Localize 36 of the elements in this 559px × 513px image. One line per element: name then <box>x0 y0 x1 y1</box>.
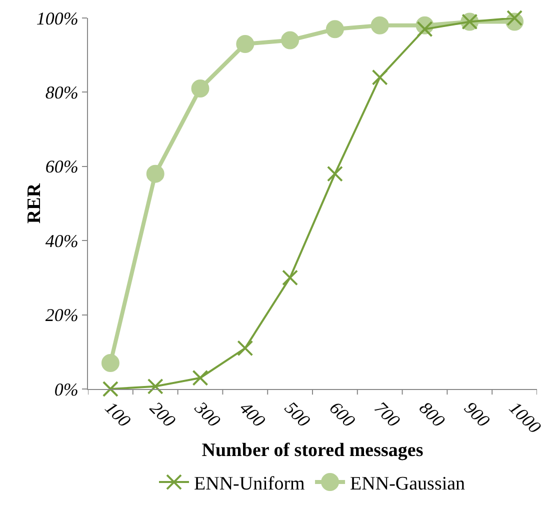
point <box>101 354 120 372</box>
y-tick-label: 40% <box>45 230 78 251</box>
y-tick-label: 60% <box>45 156 78 177</box>
point <box>102 381 118 397</box>
x-tick-label: 600 <box>326 398 359 431</box>
legend-label: ENN-Gaussian <box>350 473 466 494</box>
y-axis-title: RER <box>24 183 45 224</box>
point <box>236 34 254 53</box>
x-tick-label: 700 <box>370 398 404 431</box>
x-tick-label: 1000 <box>505 398 545 438</box>
point <box>416 21 433 38</box>
x-tick-label: 100 <box>101 398 134 431</box>
point <box>282 270 298 286</box>
point <box>146 164 164 183</box>
x-tick-label: 900 <box>460 398 494 431</box>
y-tick-label: 20% <box>45 305 78 326</box>
point <box>370 16 389 34</box>
point <box>506 10 523 26</box>
legend-label: ENN-Uniform <box>194 473 306 494</box>
point <box>191 79 210 98</box>
point <box>281 31 300 50</box>
point <box>372 69 388 86</box>
point <box>147 378 164 394</box>
x-tick-label: 200 <box>146 398 180 431</box>
x-axis-title: Number of stored messages <box>202 440 424 462</box>
x-tick-label: 800 <box>416 398 449 431</box>
x-tick-label: 500 <box>280 398 314 431</box>
y-tick-label: 100% <box>36 8 78 28</box>
x-tick-label: 300 <box>190 396 224 431</box>
point <box>237 340 254 356</box>
point <box>192 370 208 386</box>
point <box>326 20 344 38</box>
point <box>326 166 343 182</box>
y-tick-label: 0% <box>54 379 78 400</box>
y-tick-label: 80% <box>45 82 78 102</box>
x-tick-label: 400 <box>236 398 270 431</box>
